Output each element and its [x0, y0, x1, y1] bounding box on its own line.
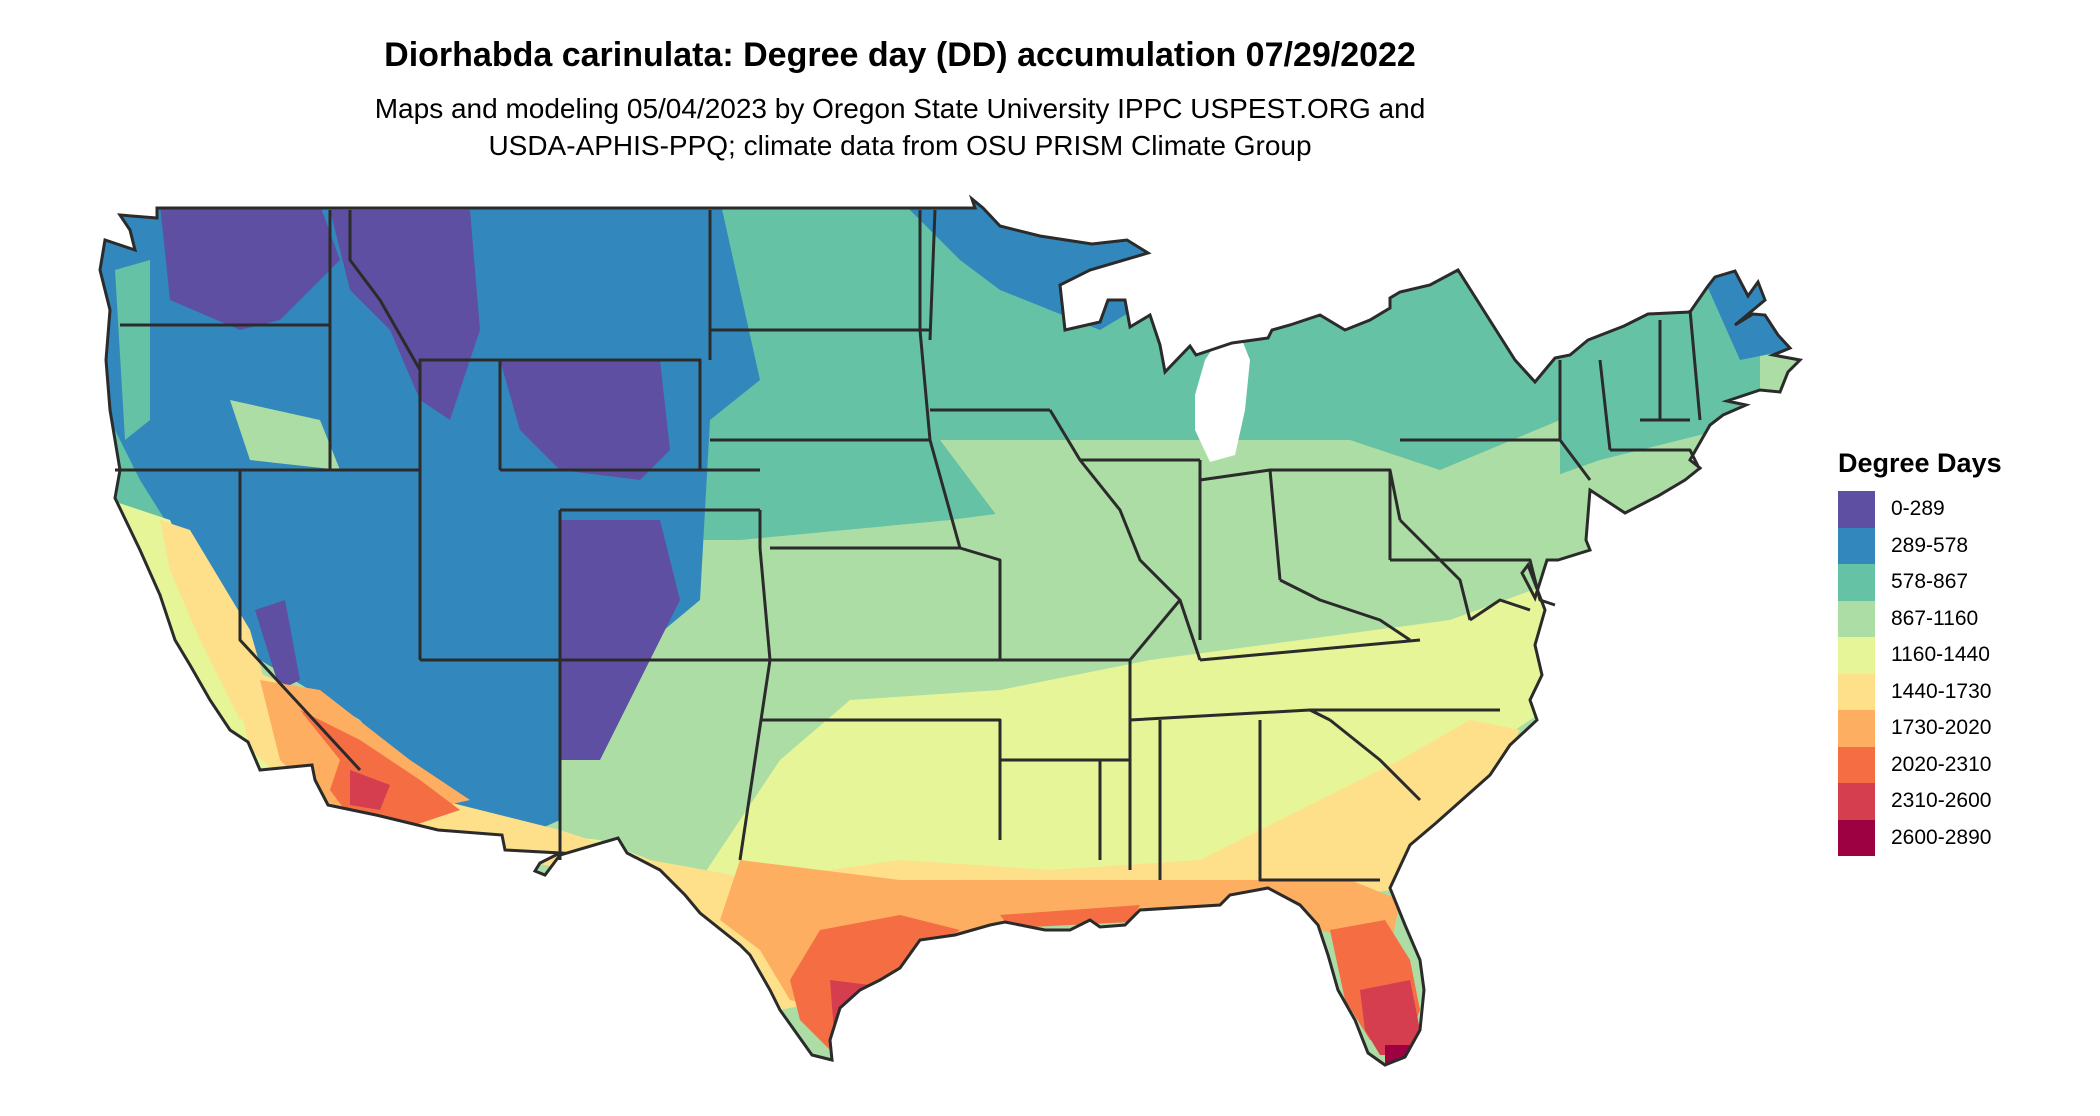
legend-item: 2310-2600 [1838, 783, 2078, 820]
legend-item: 1730-2020 [1838, 710, 2078, 747]
legend-label: 289-578 [1891, 533, 1969, 557]
legend-label: 2020-2310 [1891, 752, 1992, 776]
legend-swatch [1838, 600, 1875, 637]
legend-swatch [1838, 564, 1875, 601]
legend-item: 578-867 [1838, 564, 2078, 601]
legend-label: 2600-2890 [1891, 825, 1992, 849]
legend-swatch [1838, 746, 1875, 783]
legend-item: 2020-2310 [1838, 746, 2078, 783]
map-subtitle: Maps and modeling 05/04/2023 by Oregon S… [0, 90, 1800, 164]
legend-item: 867-1160 [1838, 600, 2078, 637]
legend-swatch [1838, 637, 1875, 674]
legend-item: 1440-1730 [1838, 673, 2078, 710]
legend-swatch [1838, 673, 1875, 710]
legend-swatch [1838, 527, 1875, 564]
legend-swatch [1838, 819, 1875, 856]
legend-item: 289-578 [1838, 527, 2078, 564]
legend-item: 0-289 [1838, 491, 2078, 528]
legend-label: 1440-1730 [1891, 679, 1992, 703]
legend-label: 578-867 [1891, 570, 1969, 594]
legend-label: 2310-2600 [1891, 789, 1992, 813]
legend: Degree Days 0-289 289-578 578-867 867-1160 1… [1838, 448, 2078, 856]
legend-items: 0-289 289-578 578-867 867-1160 1160-1440 1440… [1838, 491, 2078, 856]
state-boundaries [115, 209, 1702, 882]
legend-item: 2600-2890 [1838, 819, 2078, 856]
legend-swatch [1838, 783, 1875, 820]
legend-swatch [1838, 710, 1875, 747]
subtitle-line-2: USDA-APHIS-PPQ; climate data from OSU PR… [488, 130, 1312, 161]
legend-title: Degree Days [1838, 448, 2002, 478]
legend-label: 1160-1440 [1891, 643, 1990, 667]
map-title: Diorhabda carinulata: Degree day (DD) ac… [384, 36, 1416, 74]
legend-label: 1730-2020 [1891, 716, 1992, 740]
legend-label: 0-289 [1891, 497, 1945, 521]
subtitle-line-1: Maps and modeling 05/04/2023 by Oregon S… [374, 93, 1426, 124]
legend-label: 867-1160 [1891, 606, 1979, 630]
lake-michigan [1195, 335, 1250, 462]
legend-item: 1160-1440 [1838, 637, 2078, 674]
legend-swatch [1838, 491, 1875, 528]
